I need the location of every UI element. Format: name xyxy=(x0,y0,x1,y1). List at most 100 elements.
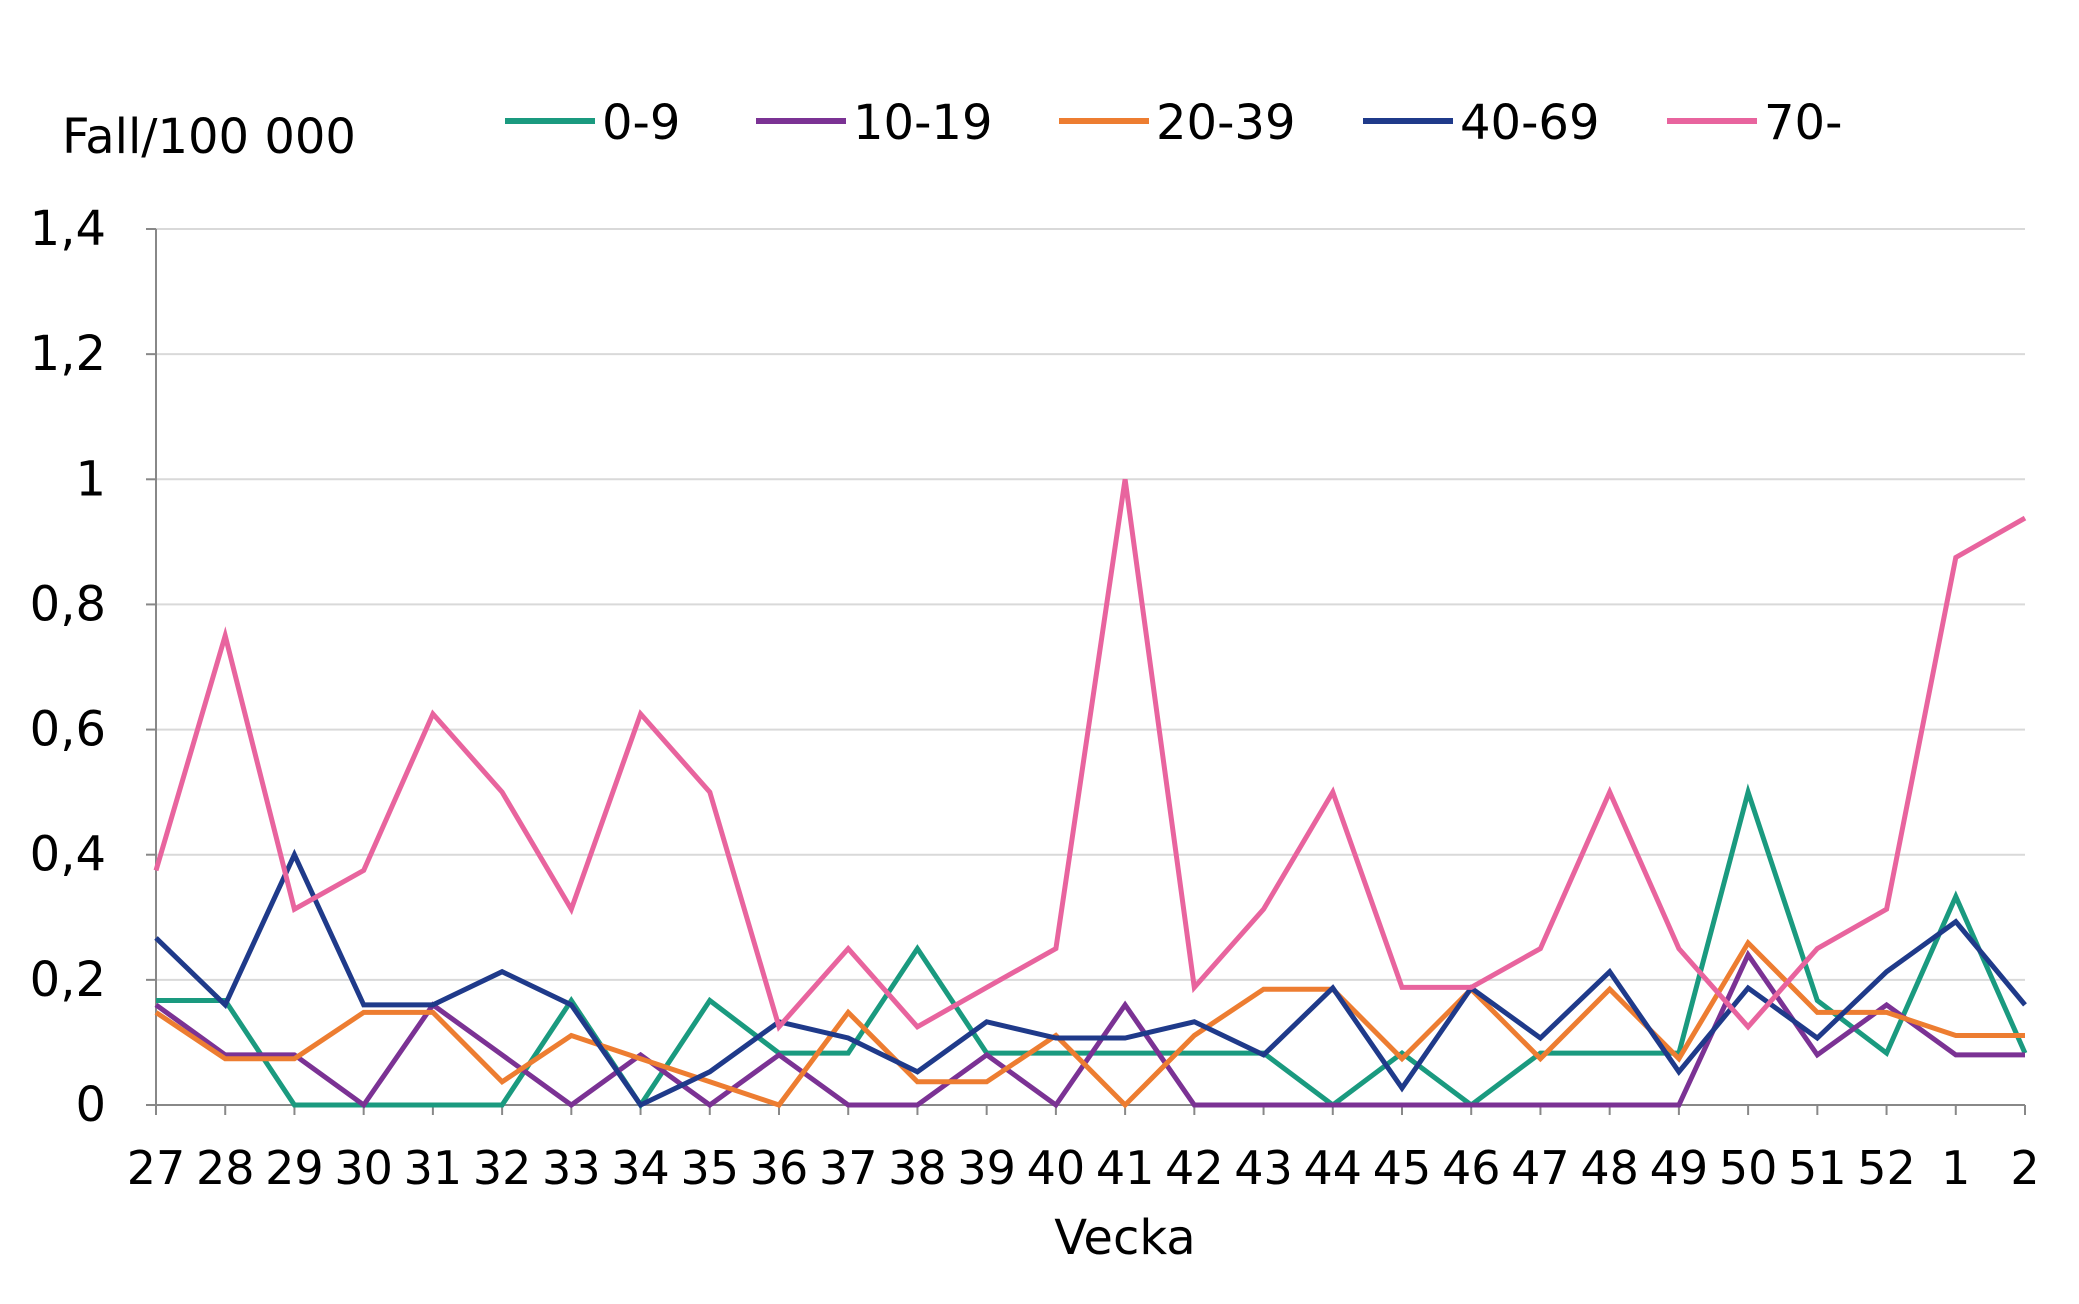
data-point xyxy=(1676,946,1682,952)
data-point xyxy=(1814,998,1820,1004)
data-point xyxy=(914,1024,920,1030)
data-point xyxy=(1745,985,1751,991)
data-point xyxy=(1122,1002,1128,1008)
data-point xyxy=(568,906,574,912)
x-tick-label: 35 xyxy=(681,1141,740,1195)
legend-label: 70- xyxy=(1764,95,1842,151)
data-point xyxy=(845,946,851,952)
x-tick-label: 36 xyxy=(750,1141,809,1195)
legend-label: 20-39 xyxy=(1156,95,1295,151)
data-point xyxy=(1676,1056,1682,1062)
data-point xyxy=(1814,1009,1820,1015)
y-tick-label: 1 xyxy=(75,451,106,507)
data-point xyxy=(638,1102,644,1108)
y-axis-title: Fall/100 000 xyxy=(62,109,356,165)
x-tick-label: 38 xyxy=(888,1141,947,1195)
x-tick-label: 51 xyxy=(1788,1141,1847,1195)
legend-item: 0-9 xyxy=(505,95,680,151)
data-point xyxy=(291,1102,297,1108)
data-point xyxy=(1953,919,1959,925)
data-point xyxy=(1191,1033,1197,1039)
data-point xyxy=(361,1009,367,1015)
data-point xyxy=(568,1002,574,1008)
data-point xyxy=(1607,1102,1613,1108)
data-point xyxy=(1122,476,1128,482)
data-point xyxy=(914,1102,920,1108)
x-tick-label: 49 xyxy=(1650,1141,1709,1195)
x-tick-label: 52 xyxy=(1857,1141,1916,1195)
data-point xyxy=(1053,946,1059,952)
data-point xyxy=(1607,969,1613,975)
y-tick-label: 0,6 xyxy=(30,702,106,758)
data-point xyxy=(1330,789,1336,795)
x-tick-label: 29 xyxy=(265,1141,324,1195)
data-point xyxy=(1745,789,1751,795)
data-point xyxy=(499,1102,505,1108)
data-point xyxy=(984,1052,990,1058)
data-point xyxy=(1330,985,1336,991)
data-point xyxy=(499,789,505,795)
x-tick-label: 45 xyxy=(1373,1141,1432,1195)
data-point xyxy=(1399,984,1405,990)
data-point xyxy=(1191,1019,1197,1025)
x-tick-label: 48 xyxy=(1580,1141,1639,1195)
data-point xyxy=(499,969,505,975)
x-tick-label: 44 xyxy=(1304,1141,1363,1195)
data-point xyxy=(430,711,436,717)
data-point xyxy=(984,1079,990,1085)
data-point xyxy=(1122,1035,1128,1041)
data-point xyxy=(361,1002,367,1008)
data-point xyxy=(291,852,297,858)
data-point xyxy=(1537,1056,1543,1062)
x-tick-label: 33 xyxy=(542,1141,601,1195)
x-tick-label: 28 xyxy=(196,1141,255,1195)
x-tick-label: 27 xyxy=(127,1141,186,1195)
legend-item: 70- xyxy=(1667,95,1842,151)
series-line-70- xyxy=(153,478,2027,1032)
data-point xyxy=(361,1102,367,1108)
series-lines xyxy=(153,476,2028,1110)
data-point xyxy=(1399,1085,1405,1091)
x-tick-label: 2 xyxy=(2010,1141,2039,1195)
data-point xyxy=(1953,555,1959,561)
x-tick-label: 46 xyxy=(1442,1141,1501,1195)
data-point xyxy=(707,1079,713,1085)
x-tick-label: 31 xyxy=(404,1141,463,1195)
data-point xyxy=(222,1002,228,1008)
x-tick-label: 47 xyxy=(1511,1141,1570,1195)
data-point xyxy=(1607,986,1613,992)
data-point xyxy=(153,935,159,941)
data-point xyxy=(1953,1052,1959,1058)
data-point xyxy=(1537,1035,1543,1041)
data-point xyxy=(1745,940,1751,946)
legend-label: 0-9 xyxy=(602,95,680,151)
data-point xyxy=(1053,1050,1059,1056)
data-point xyxy=(1191,1050,1197,1056)
data-point xyxy=(499,1079,505,1085)
data-point xyxy=(914,946,920,952)
gridlines xyxy=(156,228,2025,981)
data-point xyxy=(1884,969,1890,975)
data-point xyxy=(222,1056,228,1062)
data-point xyxy=(845,1035,851,1041)
data-point xyxy=(707,789,713,795)
data-point xyxy=(1191,984,1197,990)
data-point xyxy=(707,998,713,1004)
data-point xyxy=(1261,906,1267,912)
data-point xyxy=(361,867,367,873)
data-point xyxy=(1537,946,1543,952)
y-tick-label: 0,8 xyxy=(30,576,106,632)
x-tick-label: 32 xyxy=(473,1141,532,1195)
data-point xyxy=(1814,946,1820,952)
data-point xyxy=(1468,984,1474,990)
data-point xyxy=(1884,1050,1890,1056)
data-point xyxy=(1676,1102,1682,1108)
data-point xyxy=(2022,1002,2028,1008)
x-tick-label: 37 xyxy=(819,1141,878,1195)
data-point xyxy=(291,1056,297,1062)
x-tick-label: 40 xyxy=(1027,1141,1086,1195)
x-axis-title: Vecka xyxy=(1054,1210,1195,1266)
x-tick-label: 39 xyxy=(957,1141,1016,1195)
